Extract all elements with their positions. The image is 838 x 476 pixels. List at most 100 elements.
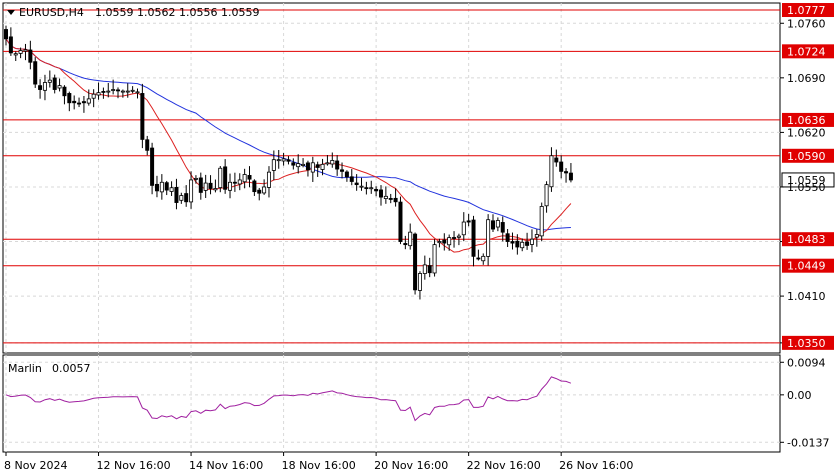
candle[interactable] bbox=[325, 155, 330, 166]
candle[interactable] bbox=[481, 253, 486, 265]
candle[interactable] bbox=[189, 171, 194, 209]
candle[interactable] bbox=[559, 155, 564, 179]
candle[interactable] bbox=[232, 172, 237, 192]
candle[interactable] bbox=[8, 27, 13, 56]
candle[interactable] bbox=[490, 214, 495, 232]
candle[interactable] bbox=[266, 166, 271, 198]
oscillator-pane[interactable] bbox=[2, 354, 781, 453]
candle[interactable] bbox=[28, 40, 33, 70]
candle[interactable] bbox=[305, 160, 310, 177]
candle[interactable] bbox=[208, 175, 213, 195]
candle[interactable] bbox=[286, 156, 291, 165]
candle[interactable] bbox=[125, 83, 130, 98]
candle[interactable] bbox=[456, 233, 461, 246]
candle[interactable] bbox=[169, 181, 174, 196]
candle[interactable] bbox=[23, 43, 28, 61]
candle[interactable] bbox=[120, 89, 125, 98]
candle[interactable] bbox=[145, 135, 150, 156]
candle[interactable] bbox=[476, 249, 481, 261]
candle[interactable] bbox=[81, 95, 86, 113]
candle[interactable] bbox=[91, 89, 96, 108]
candle[interactable] bbox=[378, 185, 383, 206]
candle[interactable] bbox=[57, 78, 62, 92]
candle[interactable] bbox=[193, 175, 198, 184]
candle[interactable] bbox=[510, 232, 515, 250]
candle[interactable] bbox=[505, 228, 510, 248]
candle[interactable] bbox=[72, 95, 77, 110]
candle[interactable] bbox=[159, 174, 164, 200]
candle[interactable] bbox=[86, 89, 91, 106]
candle[interactable] bbox=[364, 181, 369, 195]
candle[interactable] bbox=[393, 188, 398, 207]
candle[interactable] bbox=[340, 162, 345, 179]
candle[interactable] bbox=[111, 79, 116, 95]
candle[interactable] bbox=[179, 192, 184, 204]
candle[interactable] bbox=[52, 74, 57, 94]
candle[interactable] bbox=[296, 154, 301, 174]
candle[interactable] bbox=[330, 152, 335, 168]
candle[interactable] bbox=[262, 179, 267, 195]
candle[interactable] bbox=[62, 85, 67, 105]
candle[interactable] bbox=[564, 168, 569, 183]
candle[interactable] bbox=[320, 158, 325, 176]
candle[interactable] bbox=[383, 186, 388, 204]
candle[interactable] bbox=[354, 174, 359, 191]
candle[interactable] bbox=[47, 70, 52, 88]
candle[interactable] bbox=[525, 232, 530, 250]
candle[interactable] bbox=[447, 234, 452, 251]
candle[interactable] bbox=[486, 214, 491, 266]
candle[interactable] bbox=[301, 158, 306, 168]
candle[interactable] bbox=[398, 196, 403, 245]
candle[interactable] bbox=[437, 238, 442, 248]
candle[interactable] bbox=[257, 187, 262, 201]
candle[interactable] bbox=[276, 149, 281, 169]
candle[interactable] bbox=[388, 193, 393, 204]
candle[interactable] bbox=[140, 83, 145, 149]
candle[interactable] bbox=[228, 173, 233, 199]
candle[interactable] bbox=[427, 257, 432, 278]
candle[interactable] bbox=[106, 82, 111, 98]
candle[interactable] bbox=[213, 179, 218, 193]
candle[interactable] bbox=[544, 181, 549, 213]
candle[interactable] bbox=[116, 87, 121, 99]
candle[interactable] bbox=[442, 233, 447, 251]
dropdown-triangle-icon[interactable] bbox=[7, 10, 15, 15]
candle[interactable] bbox=[359, 177, 364, 191]
candle[interactable] bbox=[369, 180, 374, 194]
candle[interactable] bbox=[461, 212, 466, 242]
candle[interactable] bbox=[417, 271, 422, 300]
candle[interactable] bbox=[403, 235, 408, 250]
candle[interactable] bbox=[349, 169, 354, 186]
candle[interactable] bbox=[515, 234, 520, 255]
candle[interactable] bbox=[184, 185, 189, 207]
candle[interactable] bbox=[529, 229, 534, 253]
candle[interactable] bbox=[408, 223, 413, 250]
candle[interactable] bbox=[344, 170, 349, 182]
candle[interactable] bbox=[335, 155, 340, 176]
candle[interactable] bbox=[164, 180, 169, 196]
candle[interactable] bbox=[198, 172, 203, 200]
candle[interactable] bbox=[568, 163, 573, 183]
candle[interactable] bbox=[150, 142, 155, 195]
candle[interactable] bbox=[42, 74, 47, 101]
candle[interactable] bbox=[471, 215, 476, 267]
candle[interactable] bbox=[534, 229, 539, 247]
candle[interactable] bbox=[495, 217, 500, 232]
candle[interactable] bbox=[374, 186, 379, 197]
candle[interactable] bbox=[452, 231, 457, 248]
candle[interactable] bbox=[291, 158, 296, 170]
candle[interactable] bbox=[500, 216, 505, 242]
candle[interactable] bbox=[466, 213, 471, 227]
candle[interactable] bbox=[18, 47, 23, 59]
candle[interactable] bbox=[549, 147, 554, 192]
candle[interactable] bbox=[135, 88, 140, 99]
candle[interactable] bbox=[247, 166, 252, 188]
candle[interactable] bbox=[101, 87, 106, 99]
candle[interactable] bbox=[539, 202, 544, 242]
candle[interactable] bbox=[554, 149, 559, 167]
candle[interactable] bbox=[218, 165, 223, 193]
candle[interactable] bbox=[38, 79, 43, 99]
candle[interactable] bbox=[413, 232, 418, 295]
candle[interactable] bbox=[67, 91, 72, 112]
candle[interactable] bbox=[432, 239, 437, 277]
